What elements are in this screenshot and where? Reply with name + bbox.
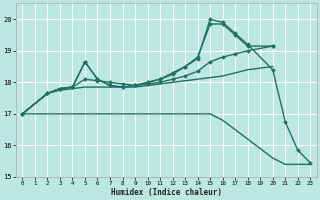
X-axis label: Humidex (Indice chaleur): Humidex (Indice chaleur) (111, 188, 222, 197)
